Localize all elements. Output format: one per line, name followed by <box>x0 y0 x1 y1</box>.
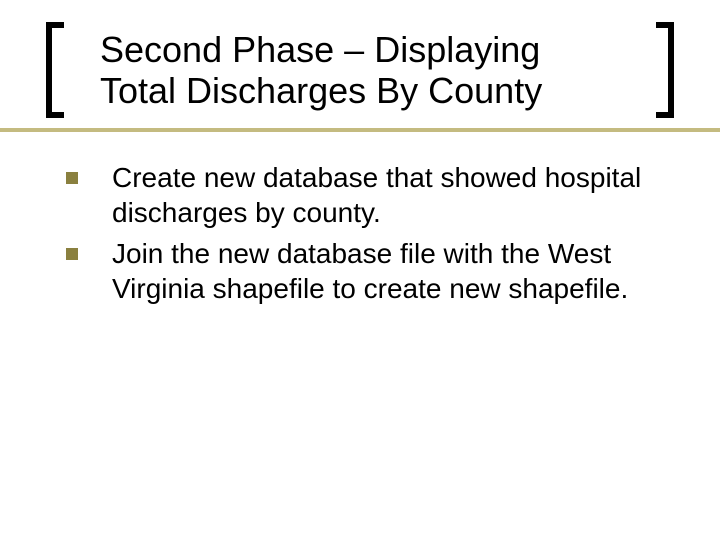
slide-title: Second Phase – Displaying Total Discharg… <box>100 22 620 118</box>
slide: Second Phase – Displaying Total Discharg… <box>0 0 720 540</box>
square-bullet-icon <box>66 248 78 260</box>
square-bullet-icon <box>66 172 78 184</box>
slide-body: Create new database that showed hospital… <box>60 160 670 312</box>
list-item: Join the new database file with the West… <box>60 236 670 306</box>
list-item-text: Join the new database file with the West… <box>112 236 670 306</box>
list-item: Create new database that showed hospital… <box>60 160 670 230</box>
accent-line <box>0 128 720 132</box>
title-bracket-right <box>656 22 674 118</box>
title-bracket-left <box>46 22 64 118</box>
list-item-text: Create new database that showed hospital… <box>112 160 670 230</box>
